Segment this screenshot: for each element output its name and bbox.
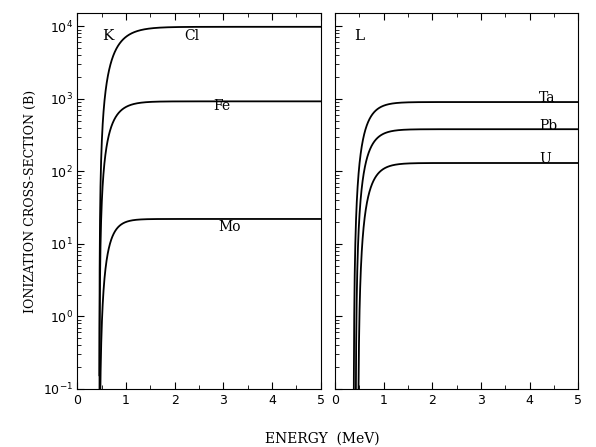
Text: Pb: Pb: [539, 119, 557, 133]
Text: ENERGY  (MeV): ENERGY (MeV): [265, 431, 379, 446]
Y-axis label: IONIZATION CROSS-SECTION (B): IONIZATION CROSS-SECTION (B): [24, 89, 37, 313]
Text: Fe: Fe: [213, 99, 231, 113]
Text: L: L: [355, 29, 365, 43]
Text: Ta: Ta: [539, 91, 555, 105]
Text: Mo: Mo: [219, 220, 241, 234]
Text: Cl: Cl: [184, 29, 200, 43]
Text: K: K: [102, 29, 113, 43]
Text: U: U: [539, 152, 551, 166]
